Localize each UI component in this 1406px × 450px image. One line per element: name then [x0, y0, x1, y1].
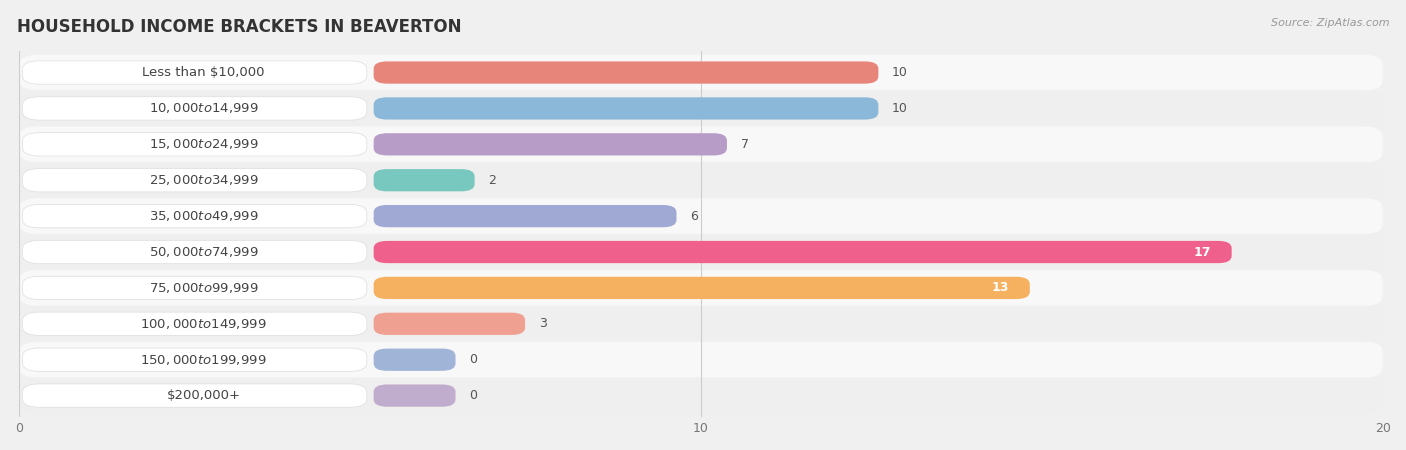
FancyBboxPatch shape	[374, 61, 879, 84]
FancyBboxPatch shape	[22, 240, 367, 264]
Text: $100,000 to $149,999: $100,000 to $149,999	[141, 317, 267, 331]
Text: 7: 7	[741, 138, 748, 151]
FancyBboxPatch shape	[374, 133, 727, 155]
FancyBboxPatch shape	[22, 348, 367, 371]
FancyBboxPatch shape	[22, 204, 367, 228]
FancyBboxPatch shape	[374, 349, 456, 371]
Text: 13: 13	[993, 281, 1010, 294]
Text: 10: 10	[891, 66, 908, 79]
FancyBboxPatch shape	[22, 384, 367, 407]
Text: $25,000 to $34,999: $25,000 to $34,999	[149, 173, 259, 187]
Text: 0: 0	[470, 389, 477, 402]
Text: $10,000 to $14,999: $10,000 to $14,999	[149, 101, 259, 116]
Text: 6: 6	[690, 210, 697, 223]
FancyBboxPatch shape	[374, 97, 879, 120]
FancyBboxPatch shape	[20, 54, 1384, 90]
Text: 2: 2	[488, 174, 496, 187]
FancyBboxPatch shape	[374, 313, 524, 335]
FancyBboxPatch shape	[22, 133, 367, 156]
FancyBboxPatch shape	[20, 198, 1384, 234]
FancyBboxPatch shape	[22, 61, 367, 84]
Text: $35,000 to $49,999: $35,000 to $49,999	[149, 209, 259, 223]
FancyBboxPatch shape	[20, 270, 1384, 306]
FancyBboxPatch shape	[20, 162, 1384, 198]
FancyBboxPatch shape	[374, 205, 676, 227]
Text: HOUSEHOLD INCOME BRACKETS IN BEAVERTON: HOUSEHOLD INCOME BRACKETS IN BEAVERTON	[17, 18, 461, 36]
FancyBboxPatch shape	[20, 234, 1384, 270]
FancyBboxPatch shape	[22, 276, 367, 300]
Text: 0: 0	[470, 353, 477, 366]
FancyBboxPatch shape	[22, 97, 367, 120]
Text: $75,000 to $99,999: $75,000 to $99,999	[149, 281, 259, 295]
Text: Less than $10,000: Less than $10,000	[142, 66, 264, 79]
Text: $150,000 to $199,999: $150,000 to $199,999	[141, 353, 267, 367]
FancyBboxPatch shape	[374, 384, 456, 407]
Text: $200,000+: $200,000+	[166, 389, 240, 402]
Text: 17: 17	[1194, 246, 1211, 258]
FancyBboxPatch shape	[20, 126, 1384, 162]
Text: 3: 3	[538, 317, 547, 330]
Text: $15,000 to $24,999: $15,000 to $24,999	[149, 137, 259, 151]
Text: Source: ZipAtlas.com: Source: ZipAtlas.com	[1271, 18, 1389, 28]
FancyBboxPatch shape	[20, 90, 1384, 126]
FancyBboxPatch shape	[22, 312, 367, 336]
FancyBboxPatch shape	[374, 277, 1029, 299]
FancyBboxPatch shape	[20, 306, 1384, 342]
Text: 10: 10	[891, 102, 908, 115]
FancyBboxPatch shape	[20, 342, 1384, 378]
FancyBboxPatch shape	[374, 241, 1232, 263]
Text: $50,000 to $74,999: $50,000 to $74,999	[149, 245, 259, 259]
FancyBboxPatch shape	[22, 169, 367, 192]
FancyBboxPatch shape	[20, 378, 1384, 414]
FancyBboxPatch shape	[374, 169, 475, 191]
